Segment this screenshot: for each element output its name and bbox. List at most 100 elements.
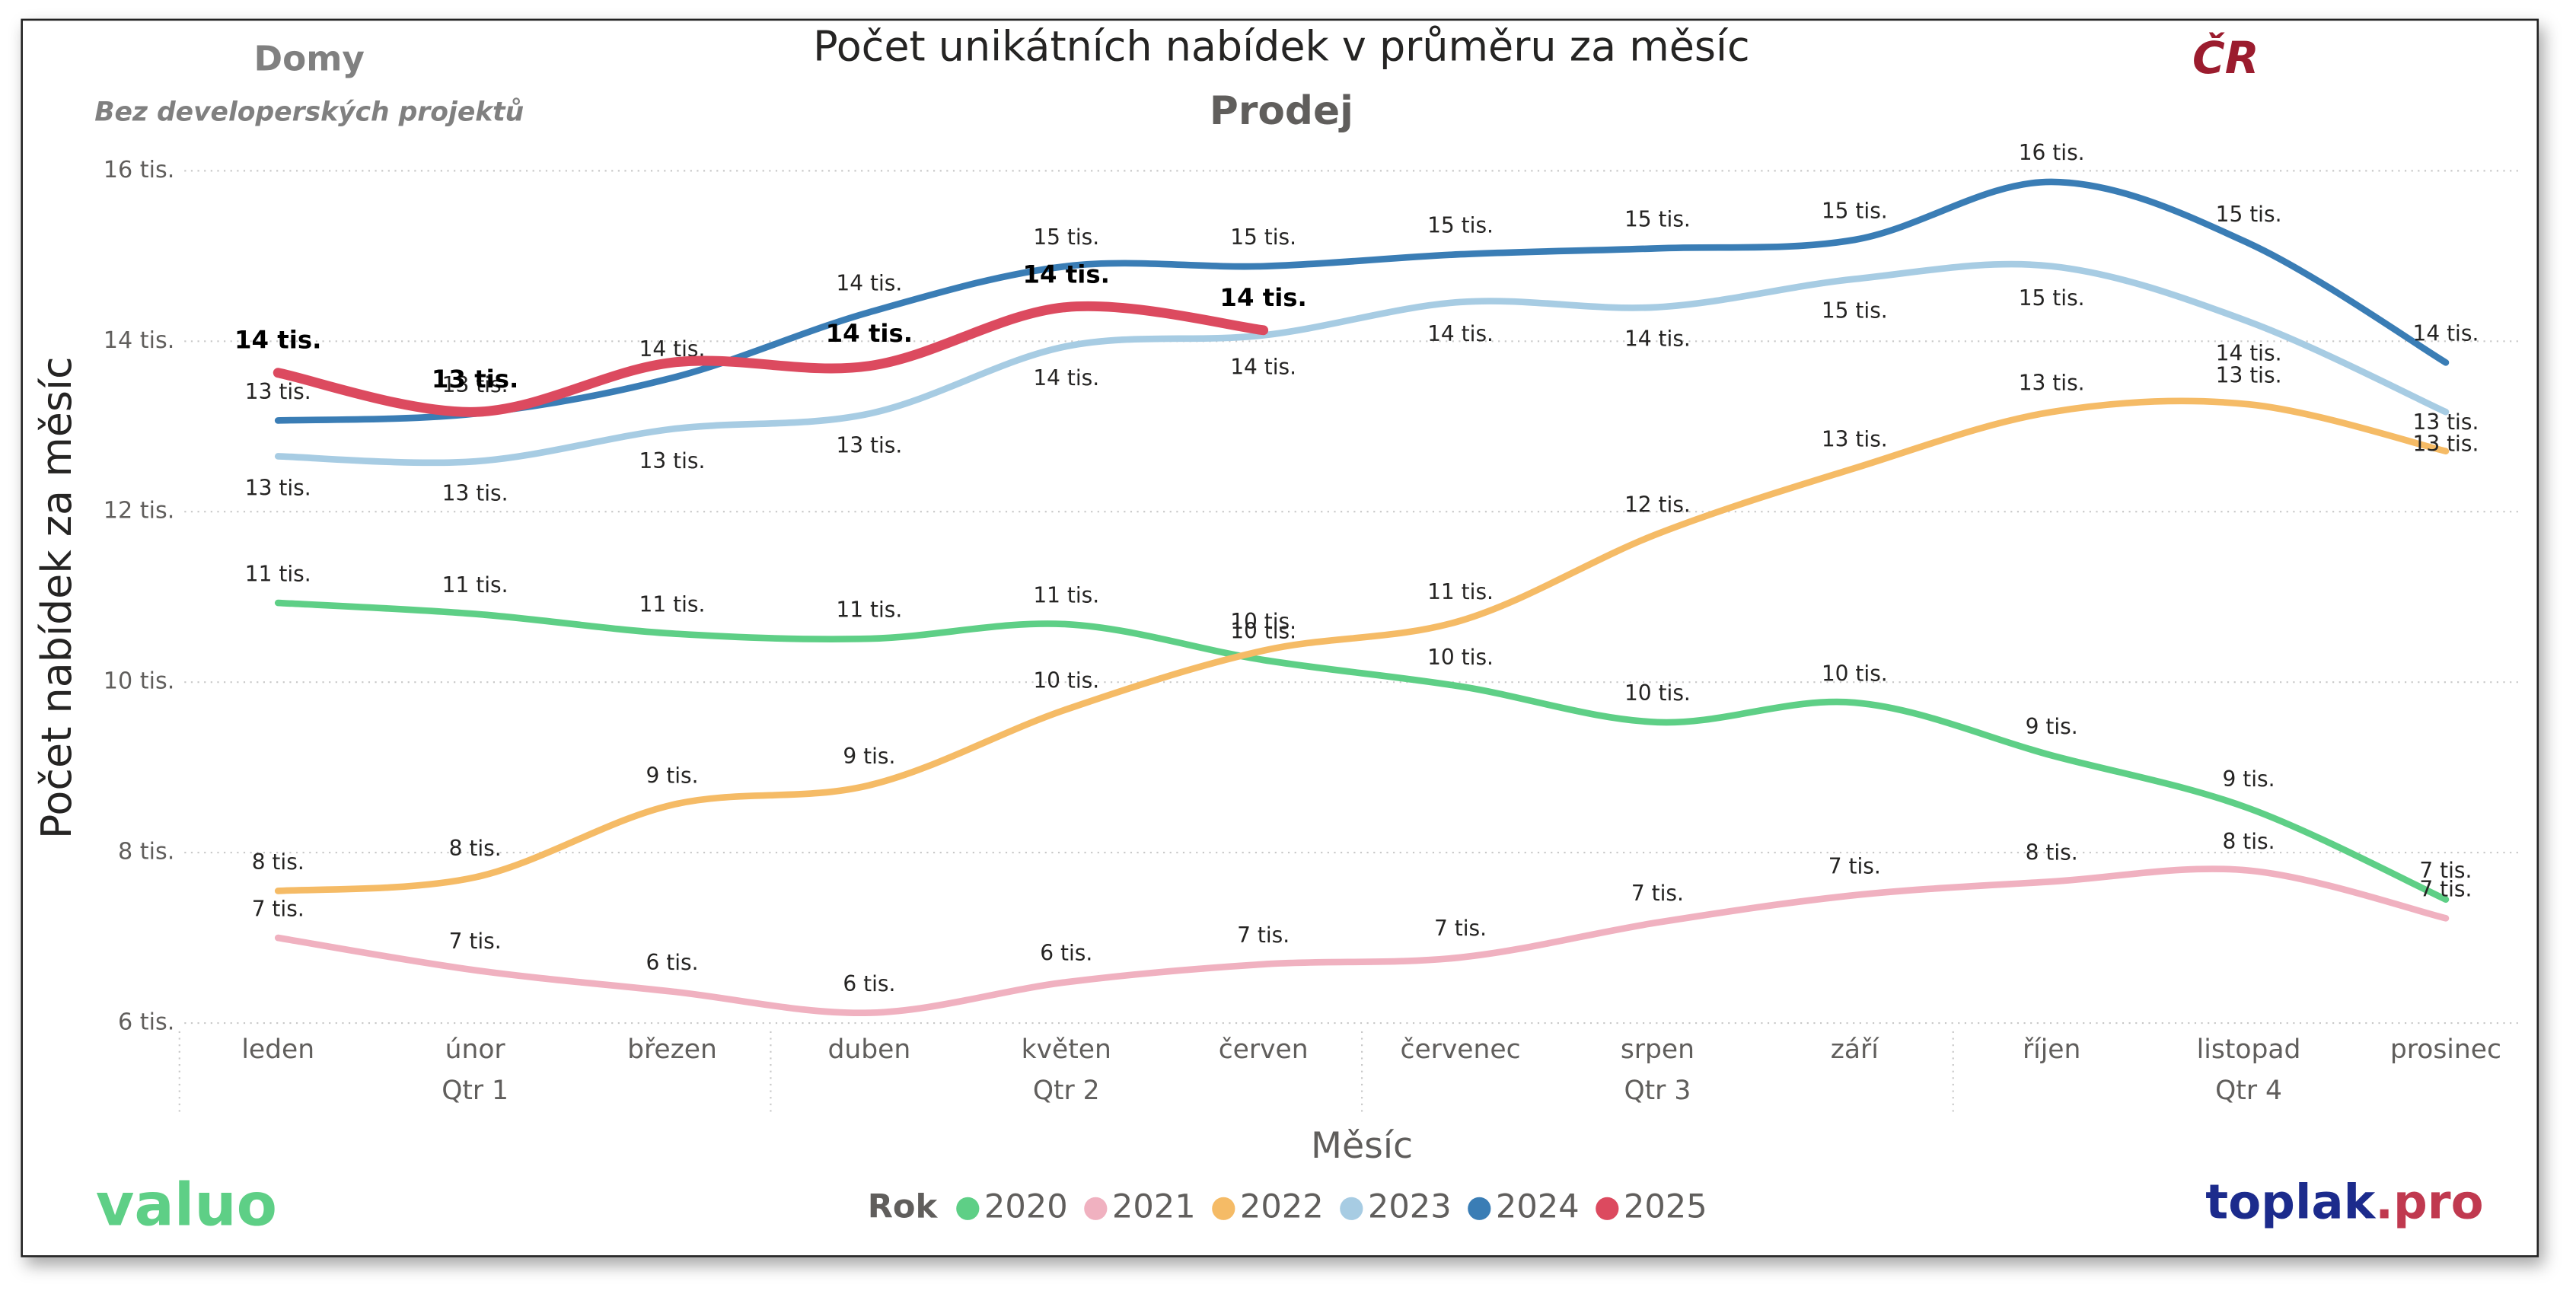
data-label: 7 tis. — [1828, 853, 1881, 878]
x-tick-label: říjen — [2023, 1034, 2080, 1065]
brand-right-suffix: .pro — [2375, 1174, 2483, 1230]
data-label: 8 tis. — [2223, 829, 2275, 854]
y-tick-label: 8 tis. — [118, 839, 174, 865]
y-tick-label: 10 tis. — [104, 668, 175, 695]
region: ČR — [2192, 31, 2259, 84]
top-left-note: Bez developerských projektů — [94, 97, 524, 127]
data-label: 7 tis. — [2419, 858, 2472, 883]
legend-label: 2023 — [1368, 1187, 1452, 1225]
data-label: 7 tis. — [1237, 923, 1290, 948]
data-label: 11 tis. — [639, 592, 706, 617]
series-line — [274, 260, 2450, 467]
data-label: 9 tis. — [646, 763, 698, 789]
data-label: 13 tis. — [245, 476, 311, 501]
data-label: 13 tis. — [2019, 371, 2085, 396]
data-label: 10 tis. — [1033, 668, 1099, 693]
data-label: 8 tis. — [2026, 840, 2078, 865]
legend-swatch — [1084, 1197, 1108, 1220]
x-tick-label: červen — [1219, 1034, 1309, 1065]
data-label: 14 tis. — [826, 319, 913, 348]
data-label: 11 tis. — [245, 561, 311, 586]
data-label: 14 tis. — [234, 326, 321, 355]
quarter-label: Qtr 4 — [2215, 1076, 2282, 1106]
quarter-label: Qtr 2 — [1033, 1076, 1100, 1106]
data-label: 10 tis. — [1427, 645, 1494, 670]
y-tick-label: 12 tis. — [104, 498, 175, 524]
x-tick-label: květen — [1022, 1034, 1111, 1065]
chart-subtitle: Prodej — [1210, 88, 1353, 134]
data-label: 15 tis. — [1822, 198, 1888, 223]
data-label: 10 tis. — [1624, 680, 1691, 706]
legend-label: 2022 — [1240, 1187, 1324, 1225]
card — [21, 18, 2539, 1257]
data-label: 8 tis. — [449, 836, 502, 861]
data-label: 9 tis. — [2223, 767, 2275, 792]
x-tick-label: prosinec — [2390, 1034, 2501, 1065]
x-tick-label: červenec — [1400, 1034, 1520, 1065]
data-label: 13 tis. — [1822, 426, 1888, 451]
data-label: 9 tis. — [843, 744, 895, 769]
data-label: 9 tis. — [2026, 714, 2078, 739]
data-label: 10 tis. — [1230, 609, 1296, 634]
series-line — [273, 301, 1269, 417]
legend-title: Rok — [868, 1187, 939, 1225]
y-axis-title: Počet nabídek za měsíc — [33, 356, 81, 839]
legend-label: 2021 — [1112, 1187, 1196, 1225]
legend-swatch — [1340, 1197, 1363, 1220]
x-tick-label: březen — [627, 1034, 717, 1065]
data-label: 15 tis. — [1822, 298, 1888, 324]
legend-label: 2020 — [984, 1187, 1068, 1225]
data-label: 11 tis. — [442, 572, 509, 598]
legend-label: 2024 — [1496, 1187, 1580, 1225]
x-tick-label: listopad — [2197, 1034, 2301, 1065]
data-label: 14 tis. — [2413, 321, 2479, 346]
series-line — [274, 178, 2450, 424]
x-axis-title: Měsíc — [1311, 1125, 1413, 1167]
x-tick-label: srpen — [1621, 1034, 1694, 1065]
data-label: 13 tis. — [639, 448, 706, 473]
data-label: 7 tis. — [252, 896, 304, 921]
data-label: 13 tis. — [2216, 362, 2282, 387]
data-label: 15 tis. — [1624, 207, 1691, 232]
data-label: 11 tis. — [1427, 579, 1494, 604]
legend-swatch — [956, 1197, 980, 1220]
data-label: 14 tis. — [2216, 341, 2282, 366]
x-tick-label: únor — [445, 1034, 506, 1065]
quarter-label: Qtr 3 — [1624, 1076, 1691, 1106]
data-label: 15 tis. — [1427, 212, 1494, 237]
data-label: 8 tis. — [252, 849, 304, 875]
x-tick-label: leden — [241, 1034, 314, 1065]
data-label: 10 tis. — [1822, 661, 1888, 686]
data-label: 13 tis. — [442, 372, 509, 397]
y-tick-label: 16 tis. — [104, 157, 175, 183]
data-label: 14 tis. — [1427, 321, 1494, 346]
data-label: 7 tis. — [1434, 916, 1487, 941]
data-label: 10 tis. — [1230, 618, 1296, 643]
data-label: 14 tis. — [1219, 283, 1306, 312]
y-tick-label: 14 tis. — [104, 327, 175, 354]
series-line — [274, 599, 2450, 903]
top-left-title: Domy — [253, 38, 364, 78]
data-label: 13 tis. — [836, 433, 902, 458]
legend-swatch — [1596, 1197, 1619, 1220]
brand-right-name: toplak — [2205, 1174, 2376, 1230]
x-tick-label: září — [1831, 1034, 1879, 1065]
quarter-label: Qtr 1 — [442, 1076, 509, 1106]
data-label: 16 tis. — [2019, 140, 2085, 165]
data-label: 15 tis. — [1033, 225, 1099, 250]
legend-swatch — [1212, 1197, 1235, 1220]
data-label: 14 tis. — [1624, 327, 1691, 352]
data-label: 14 tis. — [1033, 365, 1099, 390]
data-label: 15 tis. — [1230, 225, 1296, 250]
brand-right: toplak.pro — [2205, 1174, 2483, 1230]
data-label: 14 tis. — [1023, 260, 1110, 289]
data-label: 15 tis. — [2019, 285, 2085, 311]
data-label: 7 tis. — [449, 929, 502, 954]
chart-title: Počet unikátních nabídek v průměru za mě… — [813, 22, 1750, 70]
data-label: 6 tis. — [1040, 941, 1092, 966]
data-label: 13 tis. — [442, 480, 509, 505]
legend-label: 2025 — [1624, 1187, 1707, 1225]
data-label: 13 tis. — [432, 365, 518, 394]
